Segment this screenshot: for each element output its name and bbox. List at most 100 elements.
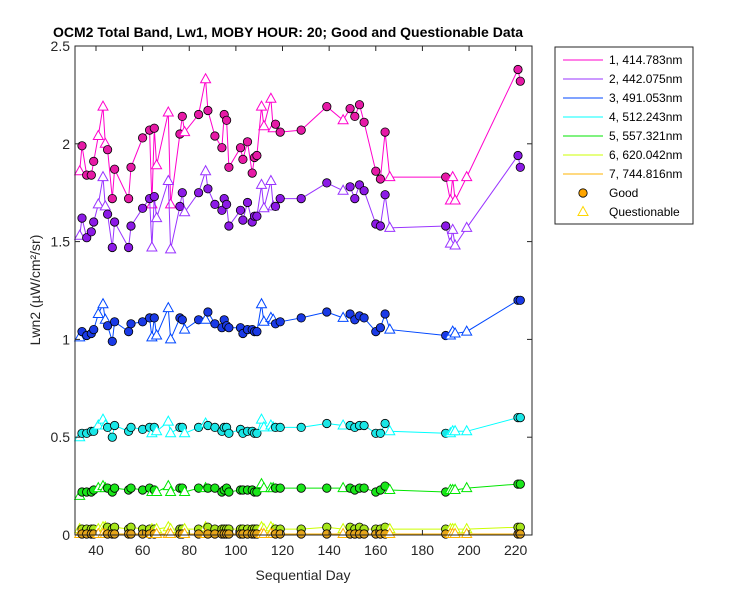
questionable-point bbox=[146, 240, 158, 252]
legend-label: 5, 557.321nm bbox=[609, 129, 682, 143]
good-point bbox=[138, 133, 148, 143]
good-point bbox=[515, 479, 525, 489]
good-point bbox=[210, 483, 220, 493]
x-tick-label: 80 bbox=[181, 542, 197, 558]
good-point bbox=[110, 483, 120, 493]
good-point bbox=[275, 422, 285, 432]
questionable-point bbox=[255, 100, 268, 111]
good-point bbox=[194, 109, 204, 120]
good-point bbox=[89, 324, 99, 335]
questionable-point bbox=[73, 164, 86, 176]
questionable-point bbox=[97, 100, 109, 111]
legend-label: 6, 620.042nm bbox=[609, 148, 682, 162]
good-point bbox=[210, 131, 220, 141]
legend-entry: Questionable bbox=[577, 205, 680, 219]
y-tick-label: 1 bbox=[62, 331, 70, 347]
legend-label: 4, 512.243nm bbox=[609, 110, 682, 124]
good-point bbox=[322, 483, 332, 493]
good-point bbox=[210, 319, 220, 329]
good-point bbox=[149, 123, 159, 133]
good-point bbox=[252, 211, 262, 221]
questionable-point bbox=[164, 242, 177, 254]
good-point bbox=[441, 221, 451, 231]
good-point bbox=[86, 227, 96, 237]
questionable-point bbox=[199, 164, 212, 176]
x-tick-label: 120 bbox=[271, 542, 295, 558]
legend-entry: 5, 557.321nm bbox=[563, 129, 682, 143]
good-point bbox=[203, 105, 213, 116]
good-point bbox=[222, 199, 232, 209]
good-point bbox=[203, 184, 213, 194]
good-point bbox=[107, 336, 117, 346]
questionable-point bbox=[199, 313, 212, 324]
questionable-point bbox=[92, 418, 105, 430]
x-tick-label: 220 bbox=[504, 542, 528, 558]
good-point bbox=[89, 217, 99, 227]
good-point bbox=[224, 221, 234, 231]
good-point bbox=[515, 295, 525, 305]
good-point bbox=[89, 156, 99, 166]
questionable-point bbox=[449, 238, 461, 250]
good-point bbox=[77, 213, 87, 223]
good-point bbox=[247, 168, 257, 178]
good-point bbox=[322, 102, 332, 112]
y-tick-label: 0 bbox=[62, 527, 70, 543]
good-point bbox=[126, 529, 136, 539]
x-tick-label: 140 bbox=[317, 542, 341, 558]
good-point bbox=[515, 529, 525, 539]
legend-entry: Good bbox=[578, 186, 638, 200]
questionable-point bbox=[164, 485, 177, 496]
legend-entry: 1, 414.783nm bbox=[563, 53, 682, 67]
good-point bbox=[359, 186, 369, 196]
legend-entry: 3, 491.053nm bbox=[563, 91, 682, 105]
questionable-point bbox=[258, 481, 270, 493]
questionable-point bbox=[383, 483, 396, 494]
legend-triangle-swatch bbox=[577, 205, 589, 216]
legend-label: 2, 442.075nm bbox=[609, 72, 682, 86]
questionable-point bbox=[150, 158, 163, 170]
x-axis: 40 60 80 100 120 140 160 180 200 220 bbox=[88, 46, 528, 558]
legend-label: 3, 491.053nm bbox=[609, 91, 682, 105]
good-point bbox=[110, 217, 120, 227]
questionable-point bbox=[460, 481, 473, 493]
good-point bbox=[515, 76, 525, 86]
good-point bbox=[359, 483, 369, 493]
good-point bbox=[380, 190, 390, 200]
good-point bbox=[322, 529, 332, 539]
good-point bbox=[77, 141, 87, 151]
x-tick-label: 60 bbox=[135, 542, 151, 558]
good-point bbox=[138, 203, 148, 213]
series-4 bbox=[73, 412, 525, 442]
legend-entry: 4, 512.243nm bbox=[563, 110, 682, 124]
questionable-point bbox=[255, 178, 268, 189]
good-point bbox=[149, 192, 159, 202]
questionable-point bbox=[460, 170, 473, 182]
good-point bbox=[175, 201, 185, 211]
questionable-point bbox=[150, 424, 163, 436]
good-point bbox=[322, 418, 332, 429]
good-point bbox=[275, 127, 285, 137]
questionable-point bbox=[265, 174, 277, 185]
x-tick-label: 40 bbox=[88, 542, 104, 558]
good-point bbox=[350, 194, 360, 204]
good-point bbox=[138, 317, 148, 327]
good-point bbox=[110, 420, 120, 431]
good-point bbox=[107, 194, 117, 204]
good-point bbox=[354, 100, 365, 110]
questionable-point bbox=[460, 221, 473, 232]
good-point bbox=[126, 422, 136, 432]
good-point bbox=[322, 178, 332, 188]
series-5 bbox=[73, 477, 525, 500]
good-point bbox=[224, 487, 234, 497]
questionable-point bbox=[255, 297, 268, 309]
questionable-point bbox=[449, 326, 461, 338]
plot-frame bbox=[74, 45, 533, 536]
good-point bbox=[252, 326, 262, 337]
good-point bbox=[359, 313, 369, 323]
questionable-point bbox=[449, 193, 461, 205]
good-point bbox=[222, 115, 232, 125]
good-point bbox=[375, 174, 385, 184]
questionable-point bbox=[383, 170, 396, 182]
good-point bbox=[296, 483, 306, 493]
